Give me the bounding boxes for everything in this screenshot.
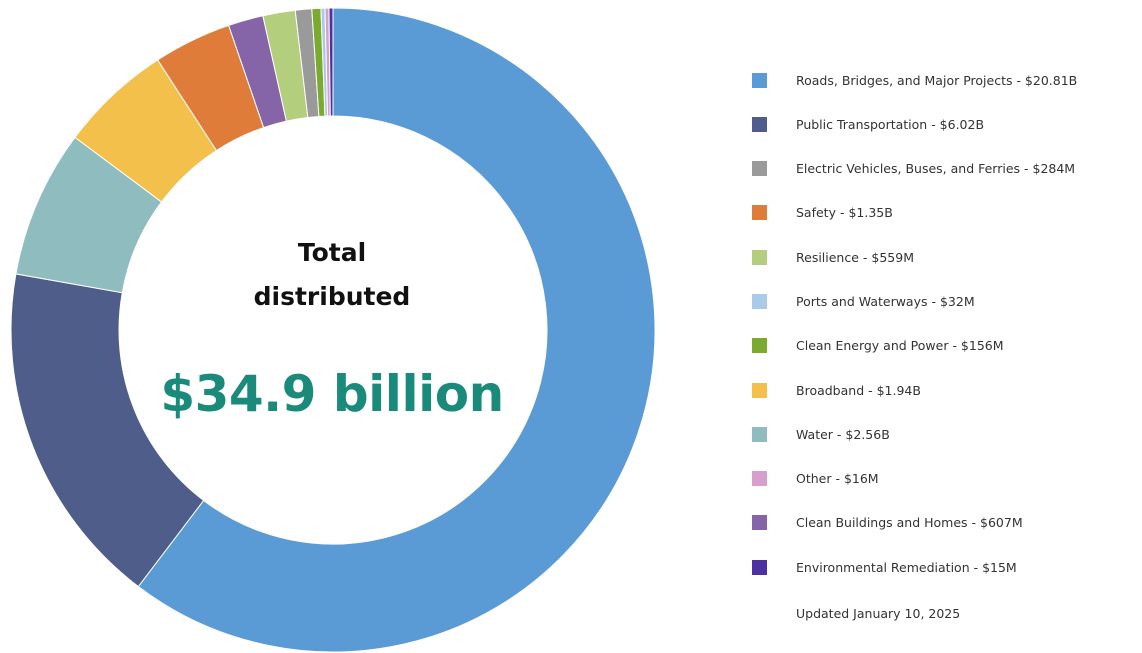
legend-item-9[interactable]: Other - $16M <box>752 468 1137 490</box>
legend-item-3[interactable]: Safety - $1.35B <box>752 202 1137 224</box>
donut-slice-0[interactable] <box>137 7 656 653</box>
legend-swatch-7 <box>752 382 767 398</box>
donut-chart <box>10 7 656 653</box>
legend-item-11[interactable]: Environmental Remediation - $15M <box>752 556 1137 578</box>
legend-label-1: Public Transportation - $6.02B <box>796 116 985 132</box>
legend-label-8: Water - $2.56B <box>796 426 890 442</box>
legend-label-9: Other - $16M <box>796 471 879 487</box>
updated-date: Updated January 10, 2025 <box>796 606 961 621</box>
center-title-line-2: distributed <box>253 282 411 311</box>
total-value: $34.9 billion <box>160 365 504 423</box>
legend-label-0: Roads, Bridges, and Major Projects - $20… <box>796 72 1078 88</box>
legend-label-3: Safety - $1.35B <box>796 205 893 221</box>
legend-label-4: Resilience - $559M <box>796 249 914 265</box>
legend-swatch-10 <box>752 515 767 531</box>
legend-label-11: Environmental Remediation - $15M <box>796 559 1017 575</box>
legend-item-2[interactable]: Electric Vehicles, Buses, and Ferries - … <box>752 158 1137 180</box>
legend-swatch-11 <box>752 559 767 575</box>
legend-label-6: Clean Energy and Power - $156M <box>796 338 1004 354</box>
legend-item-8[interactable]: Water - $2.56B <box>752 423 1137 445</box>
legend-item-0[interactable]: Roads, Bridges, and Major Projects - $20… <box>752 69 1137 91</box>
donut-slice-11[interactable] <box>328 7 334 117</box>
legend-swatch-4 <box>752 249 767 265</box>
legend-swatch-0 <box>752 72 767 88</box>
legend-swatch-5 <box>752 293 767 309</box>
legend-label-7: Broadband - $1.94B <box>796 382 921 398</box>
legend-item-10[interactable]: Clean Buildings and Homes - $607M <box>752 512 1137 534</box>
legend-label-5: Ports and Waterways - $32M <box>796 293 975 309</box>
legend-item-5[interactable]: Ports and Waterways - $32M <box>752 290 1137 312</box>
legend-item-6[interactable]: Clean Energy and Power - $156M <box>752 335 1137 357</box>
legend-swatch-2 <box>752 161 767 177</box>
legend-label-10: Clean Buildings and Homes - $607M <box>796 515 1023 531</box>
legend-swatch-3 <box>752 205 767 221</box>
chart-legend: Roads, Bridges, and Major Projects - $20… <box>752 69 1137 601</box>
legend-label-2: Electric Vehicles, Buses, and Ferries - … <box>796 161 1076 177</box>
legend-swatch-6 <box>752 338 767 354</box>
legend-swatch-8 <box>752 426 767 442</box>
center-title-line-1: Total <box>297 238 367 267</box>
legend-item-1[interactable]: Public Transportation - $6.02B <box>752 113 1137 135</box>
legend-swatch-9 <box>752 471 767 487</box>
legend-item-4[interactable]: Resilience - $559M <box>752 246 1137 268</box>
legend-item-7[interactable]: Broadband - $1.94B <box>752 379 1137 401</box>
legend-swatch-1 <box>752 116 767 132</box>
